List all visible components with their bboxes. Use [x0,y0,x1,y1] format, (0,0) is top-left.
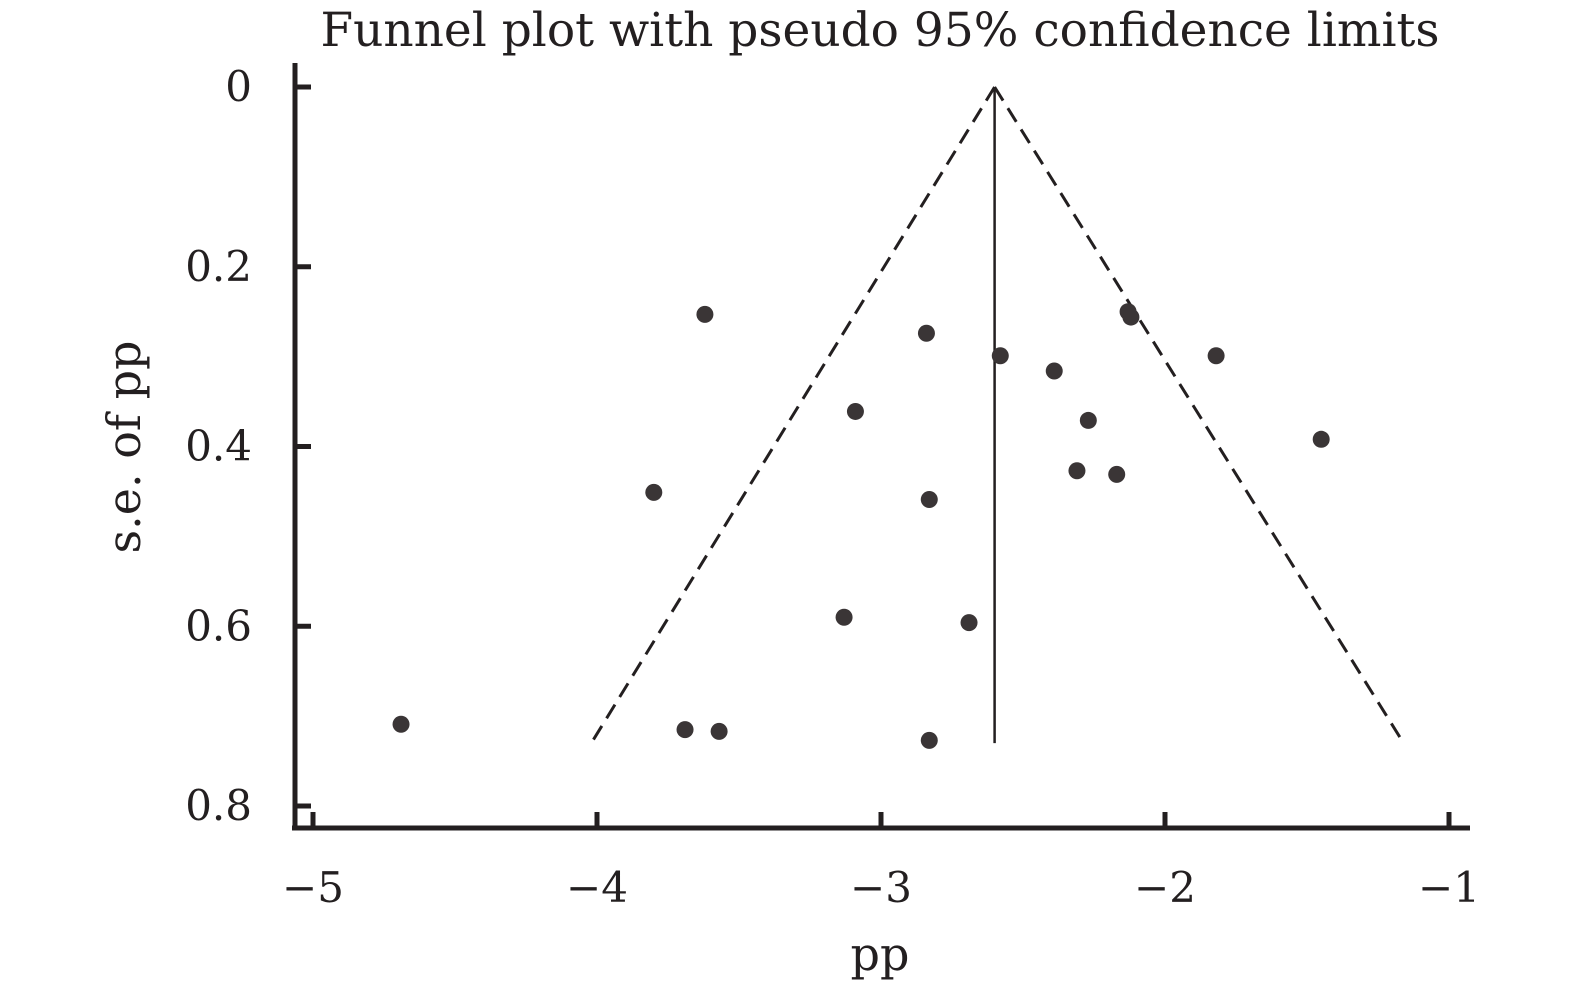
x-tick-label-0: −5 [282,863,344,912]
upper-confidence-limit [993,86,1405,744]
y-tick-label-2: 0.4 [185,422,252,471]
x-tick-label-2: −3 [850,863,912,912]
data-point-13 [645,483,663,501]
data-point-14 [920,491,938,509]
x-tick-label-1: −4 [566,863,628,912]
x-axis-ticks: −5 −4 −3 −2 −1 [282,812,1480,912]
x-axis-label: pp [851,927,910,981]
y-axis-ticks: 0 0.2 0.4 0.6 0.8 [185,62,311,830]
x-tick-label-3: −2 [1134,863,1196,912]
data-point-10 [1312,430,1330,448]
data-point-18 [676,721,694,739]
y-axis-label: s.e. of pp [97,341,151,554]
y-tick-label-1: 0.2 [185,242,252,291]
lower-confidence-limit [590,86,996,744]
x-tick-label-4: −1 [1418,863,1480,912]
data-point-1 [696,305,714,323]
data-point-20 [920,731,938,749]
chart-title: Funnel plot with pseudo 95% confidence l… [321,3,1440,58]
data-point-4 [917,324,935,342]
data-point-6 [1207,347,1225,365]
data-points [392,303,1330,749]
data-point-19 [710,722,728,740]
data-point-5 [991,347,1009,365]
y-tick-label-0: 0 [225,62,252,111]
data-point-3 [1122,308,1140,326]
data-point-12 [1108,465,1126,483]
data-point-17 [392,715,410,733]
data-point-9 [1079,411,1097,429]
data-point-11 [1068,462,1086,480]
y-tick-label-3: 0.6 [185,601,252,650]
data-point-15 [835,608,853,626]
data-point-16 [960,614,978,632]
data-point-7 [1045,362,1063,380]
y-tick-label-4: 0.8 [185,781,252,830]
confidence-limits [590,86,1405,744]
data-point-8 [846,402,864,420]
